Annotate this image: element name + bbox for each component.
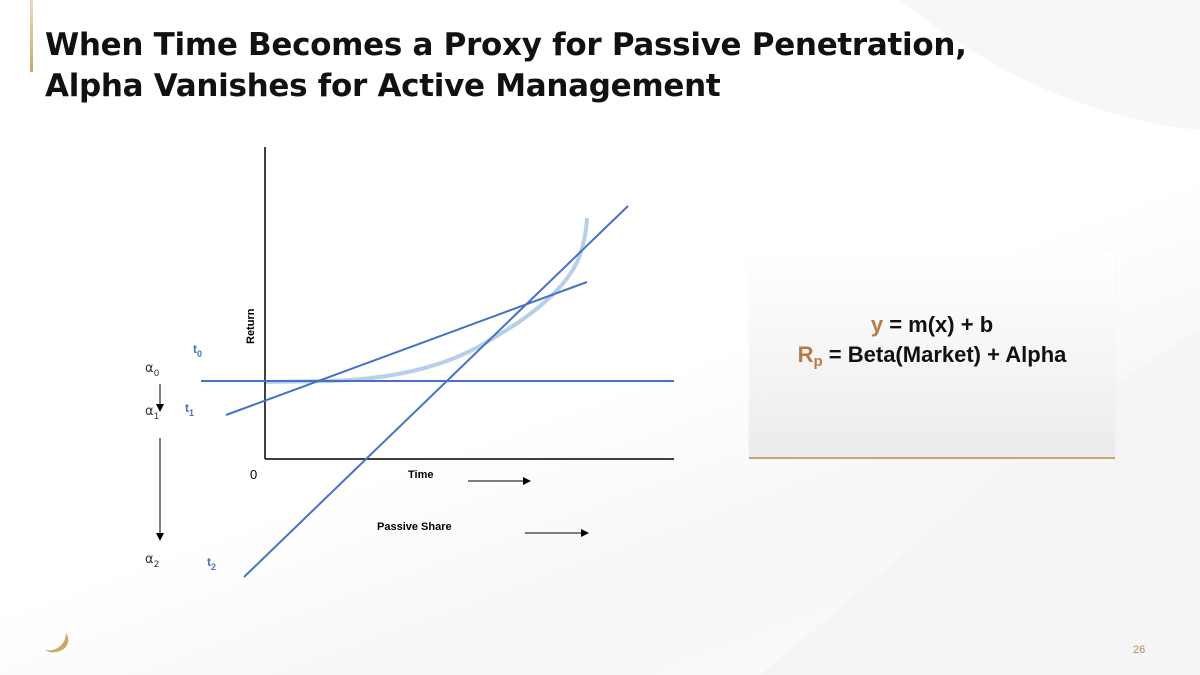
return-curve xyxy=(264,217,589,384)
formula-box: y = m(x) + b Rp = Beta(Market) + Alpha xyxy=(749,252,1115,459)
line-label-t1-main: t xyxy=(185,401,189,415)
formula-rp-variable: Rp xyxy=(797,342,823,370)
line-label-t1: t1 xyxy=(185,401,194,418)
page-number: 26 xyxy=(1133,644,1146,656)
formula-linear-rhs: = m(x) + b xyxy=(883,312,994,337)
line-label-t2-main: t xyxy=(207,555,211,569)
formula-capm-rhs: = Beta(Market) + Alpha xyxy=(822,342,1067,367)
line-label-t2-sub: 2 xyxy=(211,562,216,572)
formula-y-variable: y xyxy=(870,312,884,337)
formula-linear: y = m(x) + b xyxy=(749,312,1115,338)
formula-p-subscript: p xyxy=(813,353,823,370)
x-axis-label-passive-share: Passive Share xyxy=(377,521,452,533)
alpha-label-2-main: α xyxy=(145,552,154,567)
alpha-label-0: α0 xyxy=(145,361,160,379)
alpha-label-2: α2 xyxy=(145,552,159,570)
alpha-label-1-sub: 1 xyxy=(154,412,160,422)
formula-r-letter: R xyxy=(797,342,814,367)
alpha-label-1: α1 xyxy=(145,404,159,422)
line-label-t0-main: t xyxy=(193,342,197,356)
x-axis-label-time: Time xyxy=(408,469,433,481)
alpha-label-0-main: α xyxy=(145,361,154,376)
line-label-t0: t0 xyxy=(193,342,202,359)
alpha-label-1-main: α xyxy=(145,404,154,419)
alpha-label-0-sub: 0 xyxy=(154,369,160,379)
origin-label: 0 xyxy=(250,467,257,482)
line-t1 xyxy=(225,281,588,416)
brand-swoosh-icon xyxy=(45,633,69,653)
alpha-label-2-sub: 2 xyxy=(154,560,160,570)
y-axis-label: Return xyxy=(245,308,257,344)
title-line-2: Alpha Vanishes for Active Management xyxy=(45,68,721,104)
slide-title: When Time Becomes a Proxy for Passive Pe… xyxy=(45,25,1045,107)
title-accent-bar xyxy=(30,0,33,72)
line-label-t1-sub: 1 xyxy=(189,408,194,418)
formula-capm: Rp = Beta(Market) + Alpha xyxy=(749,342,1115,370)
title-line-1: When Time Becomes a Proxy for Passive Pe… xyxy=(45,27,967,63)
line-label-t0-sub: 0 xyxy=(197,349,202,359)
line-t2 xyxy=(243,205,629,578)
line-label-t2: t2 xyxy=(207,555,216,572)
